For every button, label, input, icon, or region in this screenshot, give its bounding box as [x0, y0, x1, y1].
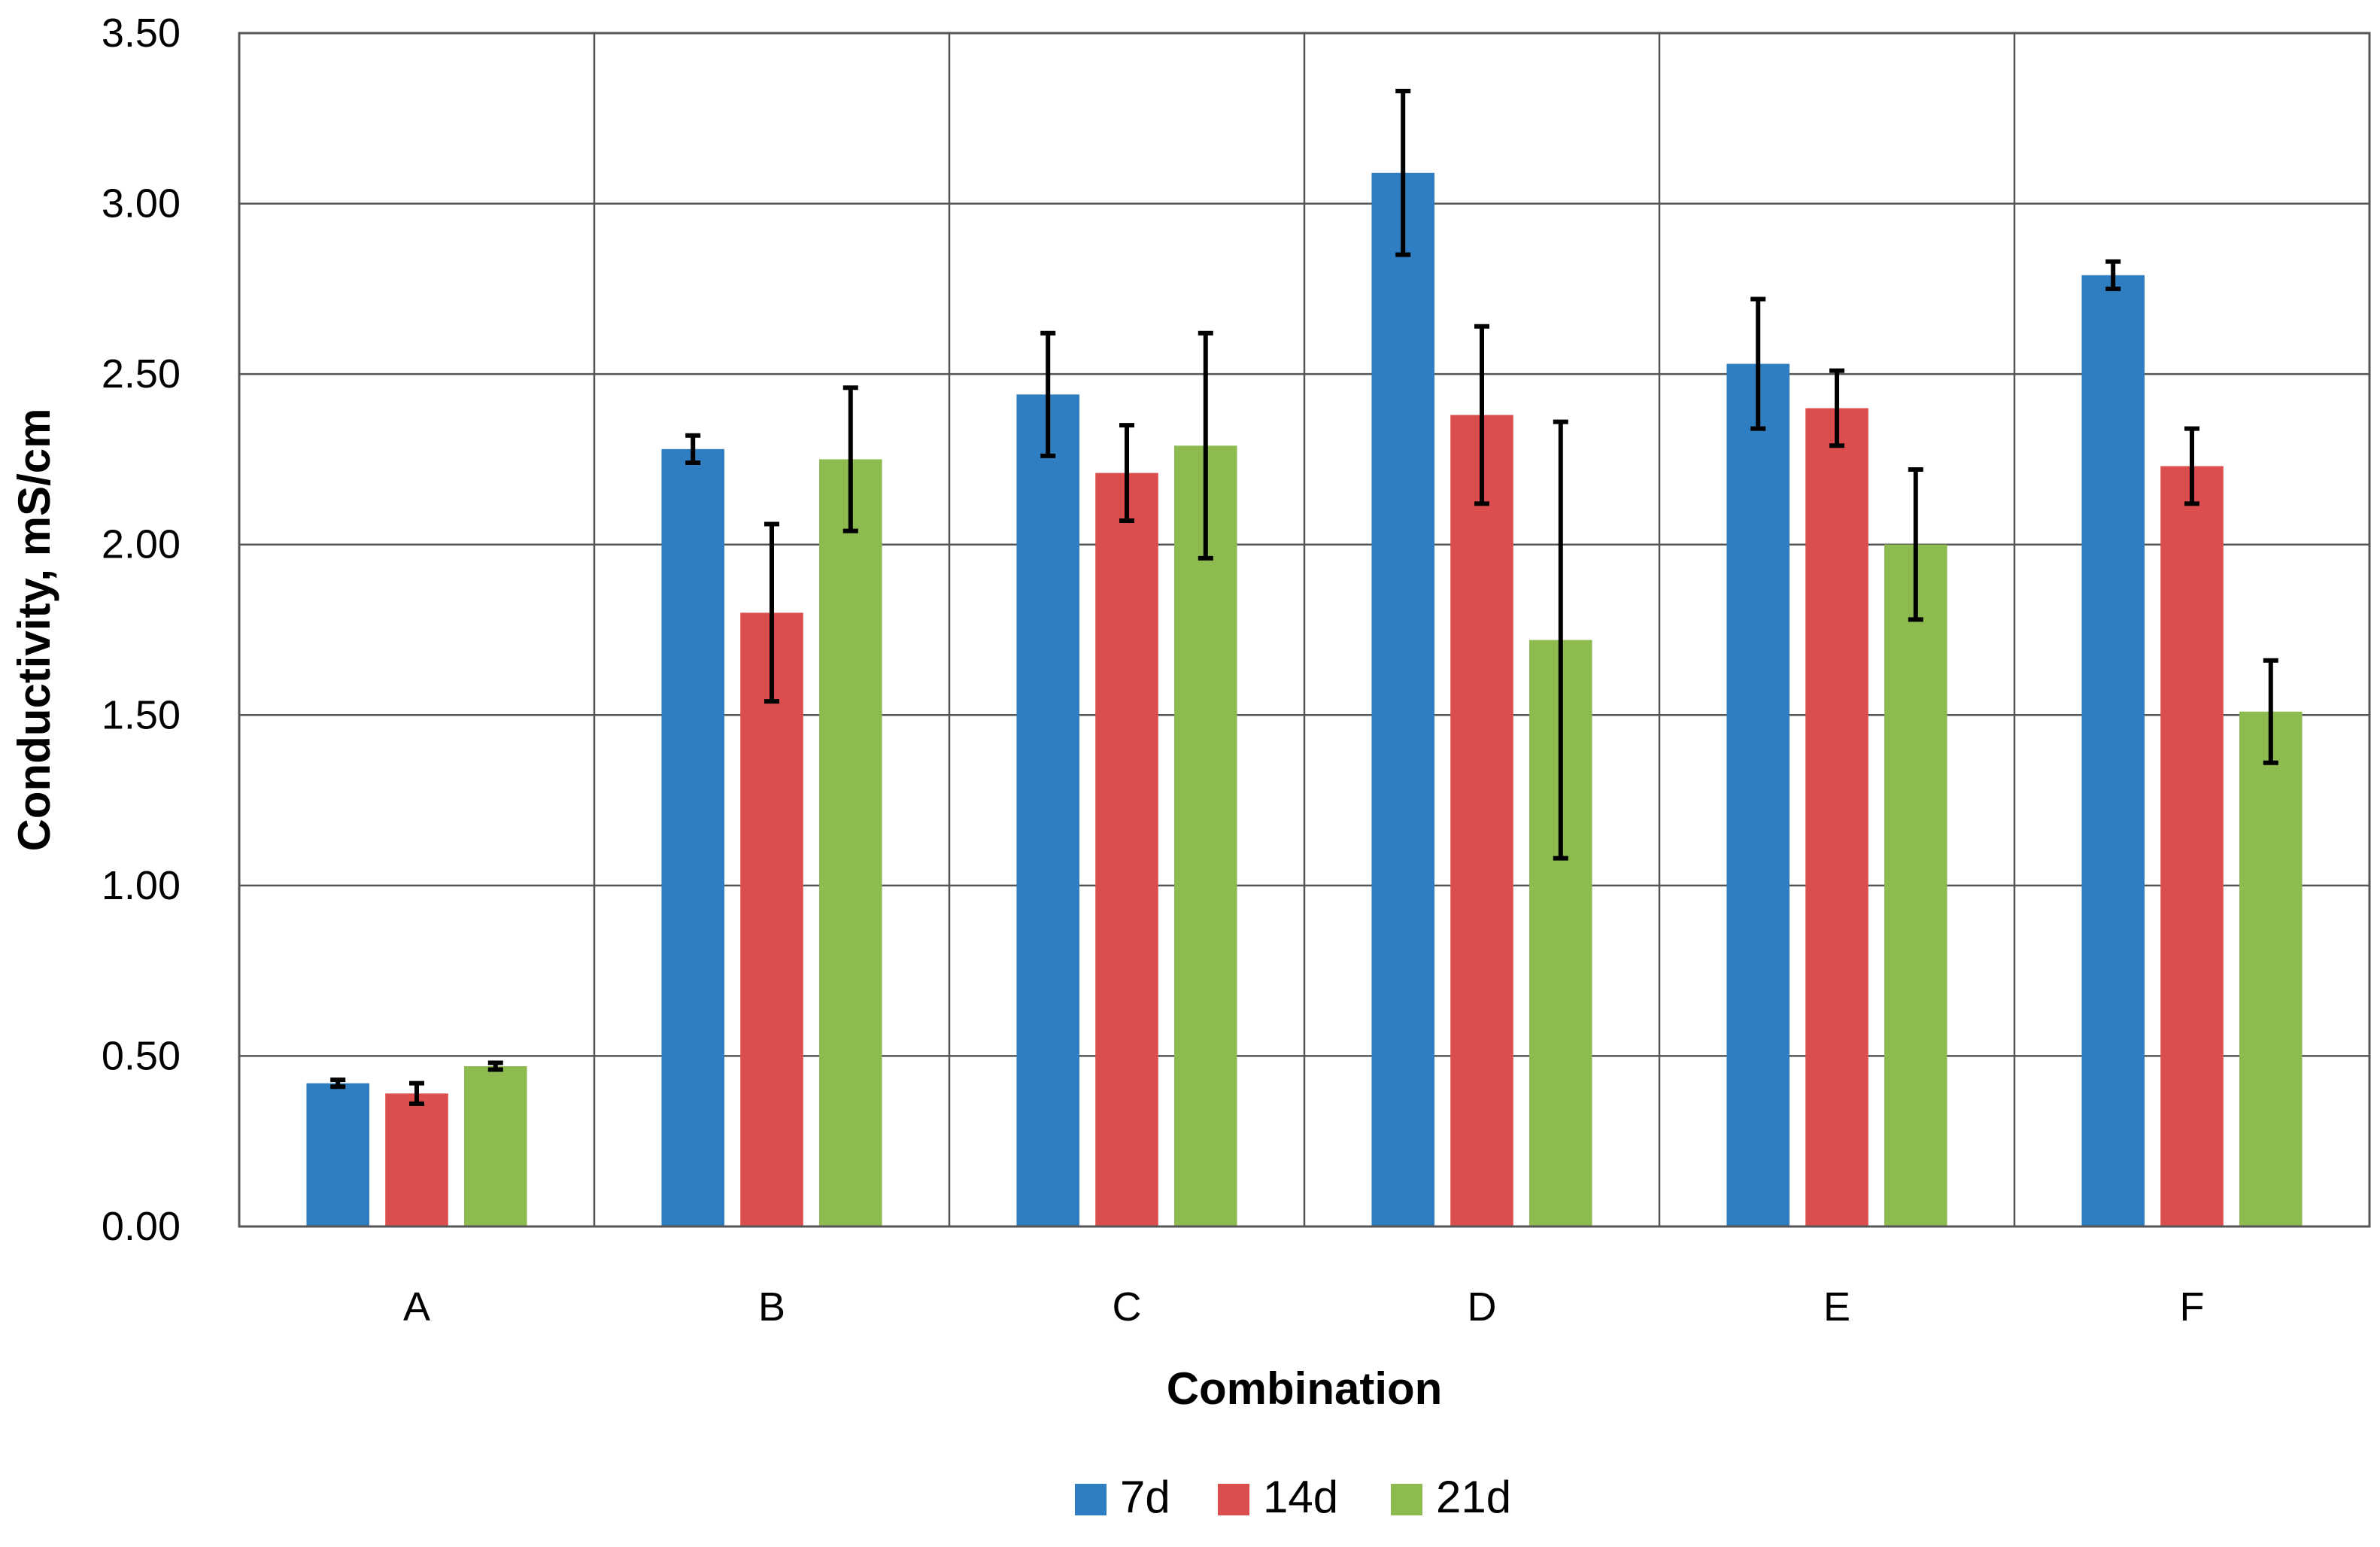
y-tick-label: 3.00 [102, 181, 181, 226]
x-tick-label: E [1823, 1284, 1850, 1330]
y-tick-label: 0.50 [102, 1033, 181, 1078]
bar-14d-F [2160, 466, 2224, 1226]
bar-14d-B [740, 612, 803, 1226]
y-tick-label: 0.00 [102, 1204, 181, 1249]
bar-21d-F [2239, 711, 2303, 1226]
x-tick-label: B [758, 1284, 785, 1330]
y-tick-label: 1.00 [102, 863, 181, 908]
bar-14d-E [1805, 408, 1868, 1226]
bar-21d-B [819, 459, 882, 1226]
gridlines [239, 33, 2369, 1226]
y-tick-label: 2.50 [102, 351, 181, 397]
y-tick-label: 1.50 [102, 692, 181, 737]
plot-area-border [238, 32, 2371, 1228]
x-tick-label: A [403, 1284, 430, 1330]
legend: 7d 14d 21d [1075, 1472, 1511, 1522]
bar-7d-B [661, 448, 724, 1227]
bar-21d-A [464, 1066, 527, 1226]
legend-label-21d: 21d [1436, 1472, 1511, 1522]
bar-14d-D [1450, 415, 1513, 1226]
legend-swatch-14d [1218, 1484, 1249, 1515]
bar-21d-E [1884, 544, 1947, 1226]
y-tick-label: 2.00 [102, 522, 181, 567]
legend-label-7d: 7d [1120, 1472, 1170, 1522]
x-tick-label: F [2180, 1284, 2205, 1330]
bar-7d-C [1016, 394, 1079, 1226]
x-axis-tick-labels: A B C D E F [403, 1284, 2205, 1330]
bar-14d-A [385, 1093, 448, 1226]
bar-7d-E [1726, 363, 1790, 1226]
x-tick-label: C [1113, 1284, 1142, 1330]
legend-swatch-7d [1075, 1484, 1107, 1515]
bar-14d-C [1095, 473, 1158, 1226]
bars [306, 172, 2303, 1227]
error-bars [330, 89, 2278, 1106]
bar-21d-C [1174, 445, 1237, 1226]
legend-label-14d: 14d [1263, 1472, 1338, 1522]
bar-7d-A [306, 1083, 369, 1226]
y-axis-tick-labels: 0.00 0.50 1.00 1.50 2.00 2.50 3.00 3.50 [102, 11, 181, 1249]
bar-7d-F [2081, 275, 2145, 1226]
legend-swatch-21d [1391, 1484, 1422, 1515]
x-tick-label: D [1468, 1284, 1497, 1330]
x-axis-title: Combination [1167, 1363, 1443, 1414]
y-axis-title: Conductivity, mS/cm [9, 409, 59, 852]
y-tick-label: 3.50 [102, 11, 181, 56]
bar-7d-D [1371, 172, 1434, 1226]
